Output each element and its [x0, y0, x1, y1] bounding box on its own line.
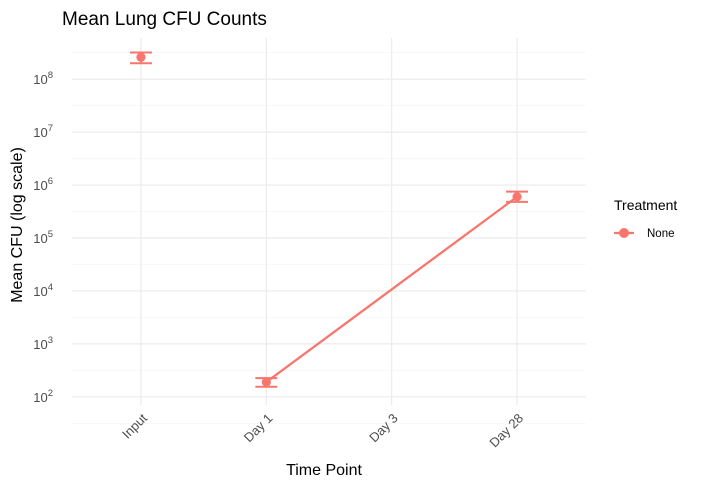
x-axis-ticks: Input Day 1 Day 3 Day 28	[119, 410, 526, 450]
y-tick-label: 105	[33, 229, 53, 246]
legend-title: Treatment	[614, 197, 677, 213]
y-tick-label: 108	[33, 70, 53, 87]
series-layer	[129, 51, 529, 388]
y-tick-label: 107	[33, 123, 53, 140]
x-tick-label: Input	[119, 410, 150, 441]
legend: Treatment None	[614, 197, 677, 240]
y-axis-ticks: 102 103 104 105 106 107 108	[33, 70, 53, 405]
legend-key-point	[619, 228, 629, 238]
minor-gridlines	[72, 52, 586, 424]
chart-title: Mean Lung CFU Counts	[62, 9, 267, 30]
y-tick-label: 102	[33, 388, 53, 405]
series-line	[265, 195, 518, 383]
legend-label-none: None	[647, 228, 675, 240]
x-tick-label: Day 3	[366, 411, 401, 446]
y-tick-label: 103	[33, 335, 53, 352]
x-tick-label: Day 1	[241, 411, 276, 446]
y-tick-label: 104	[33, 282, 53, 299]
data-point	[261, 377, 271, 387]
data-point	[512, 192, 522, 202]
x-tick-label: Day 28	[486, 411, 526, 451]
y-axis-title: Mean CFU (log scale)	[9, 147, 26, 303]
y-tick-label: 106	[33, 176, 53, 193]
data-point	[136, 52, 146, 62]
major-gridlines	[72, 38, 586, 405]
x-axis-title: Time Point	[286, 462, 362, 479]
